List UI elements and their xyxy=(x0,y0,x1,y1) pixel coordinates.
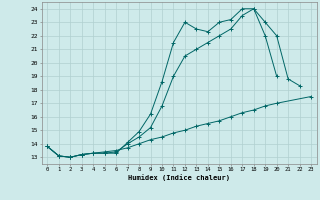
X-axis label: Humidex (Indice chaleur): Humidex (Indice chaleur) xyxy=(128,174,230,181)
